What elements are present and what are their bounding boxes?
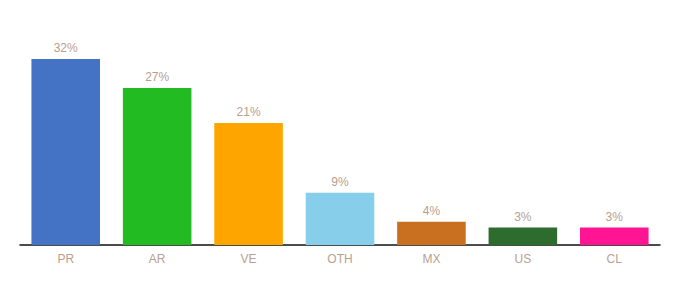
svg-text:3%: 3%: [606, 210, 624, 224]
svg-text:9%: 9%: [331, 175, 349, 189]
svg-text:OTH: OTH: [327, 252, 352, 266]
svg-text:VE: VE: [241, 252, 257, 266]
svg-text:4%: 4%: [423, 204, 441, 218]
svg-text:21%: 21%: [237, 105, 261, 119]
svg-text:MX: MX: [422, 252, 440, 266]
svg-text:PR: PR: [57, 252, 74, 266]
svg-text:27%: 27%: [145, 70, 169, 84]
svg-text:AR: AR: [149, 252, 166, 266]
svg-text:US: US: [515, 252, 532, 266]
svg-text:32%: 32%: [54, 41, 78, 55]
svg-text:CL: CL: [607, 252, 623, 266]
svg-text:3%: 3%: [514, 210, 532, 224]
